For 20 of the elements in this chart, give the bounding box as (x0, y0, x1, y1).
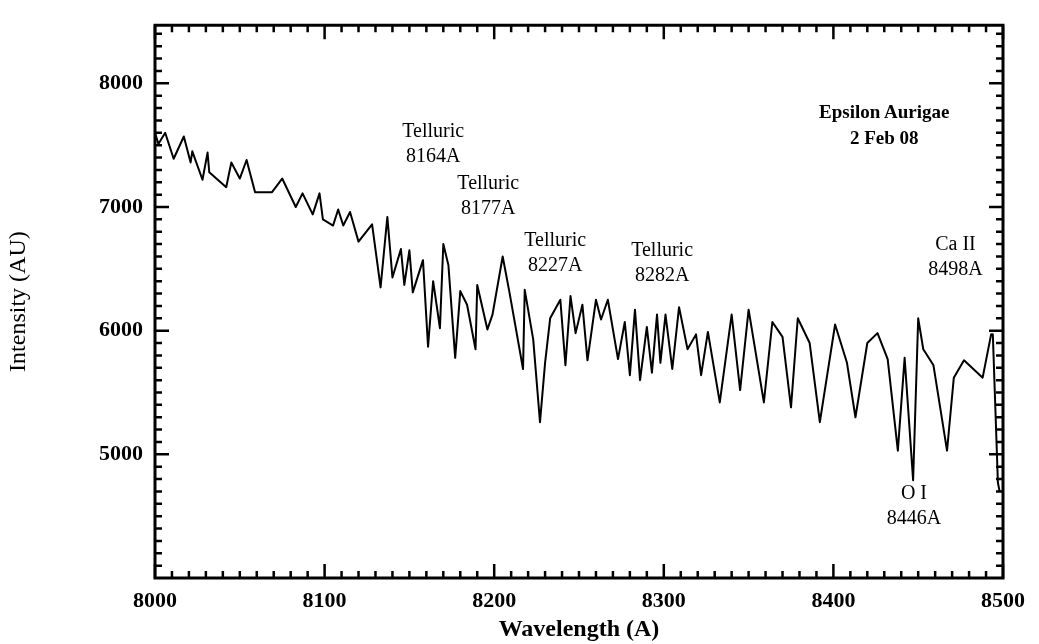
x-axis-title: Wavelength (A) (498, 614, 660, 641)
annotation: Telluric 8227A (524, 228, 587, 276)
y-tick-label: 7000 (99, 192, 143, 218)
y-tick-label: 6000 (99, 316, 143, 342)
annotation: Telluric 8164A (402, 118, 465, 166)
y-tick-label: 8000 (99, 69, 143, 95)
x-tick-label: 8100 (302, 586, 347, 612)
x-tick-label: 8000 (133, 586, 177, 612)
x-tick-label: 8300 (641, 586, 686, 612)
x-tick-label: 8200 (472, 586, 517, 612)
text: 2 Feb 08 (849, 127, 919, 149)
annotation: Telluric 8282A (631, 237, 694, 285)
x-tick-label: 8400 (811, 586, 856, 612)
y-tick-label: 5000 (99, 440, 143, 466)
text: Epsilon Aurigae (819, 101, 950, 123)
y-axis-title: Intensity (AU) (3, 231, 30, 372)
x-tick-label: 8500 (981, 586, 1025, 612)
annotation: Ca II 8498A (928, 232, 984, 280)
annotation: O I 8446A (886, 480, 942, 528)
annotation: Telluric 8177A (457, 171, 520, 219)
